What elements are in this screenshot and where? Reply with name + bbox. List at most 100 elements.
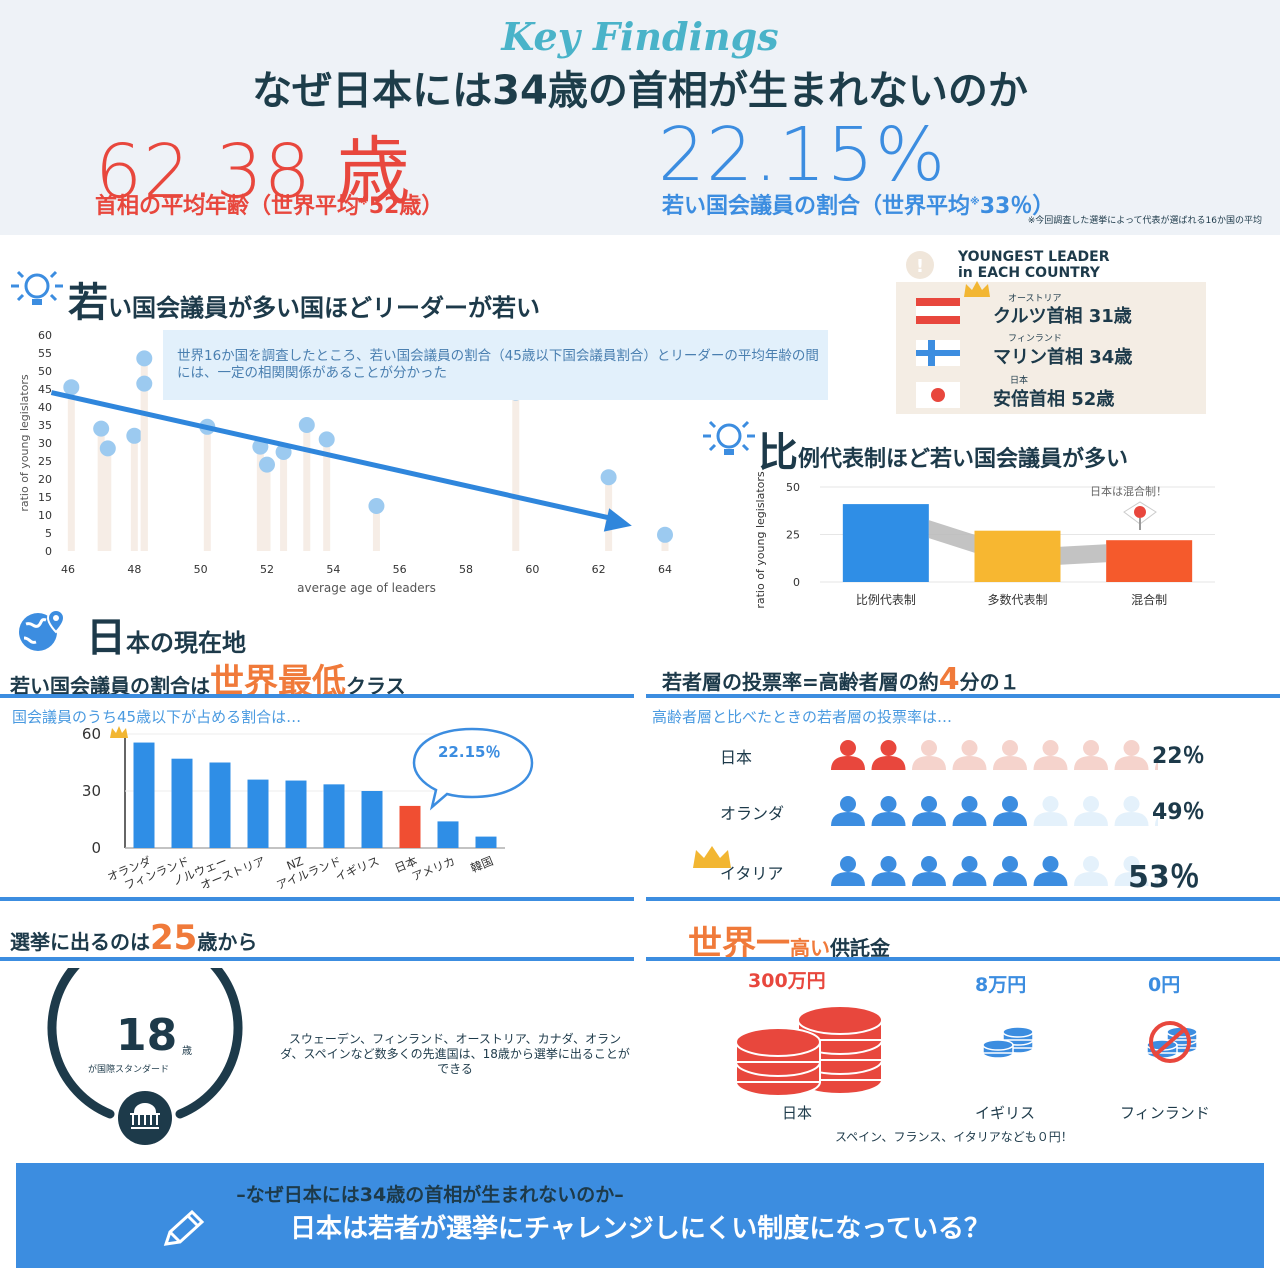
x-tick-label: 50 — [194, 563, 208, 576]
person-icon-body — [1074, 756, 1108, 770]
person-icon-head — [1083, 796, 1099, 812]
caption-text: 若い国会議員の割合（世界平均 — [662, 194, 971, 219]
y-tick-label: 10 — [38, 509, 52, 522]
data-point — [368, 498, 385, 514]
y-axis-label: ratio of young legislators — [754, 471, 767, 609]
austria-flag-icon — [916, 298, 960, 324]
data-point — [600, 469, 617, 486]
person-icon-body — [912, 872, 946, 886]
y-tick-label: 55 — [38, 347, 52, 360]
y-tick-label: 60 — [82, 725, 101, 743]
x-tick-label: 56 — [393, 563, 407, 576]
person-icon-row — [831, 740, 1158, 770]
person-icon-body — [952, 872, 987, 886]
person-icon-body — [993, 812, 1027, 826]
kicker-title: Key Findings — [501, 14, 779, 59]
bar — [399, 805, 421, 848]
finland-flag-icon — [916, 340, 960, 366]
stat-young-ratio-caption: 若い国会議員の割合（世界平均※33％） — [662, 188, 1054, 220]
person-icon-head — [1123, 740, 1140, 756]
y-axis-label: ratio of young legislators — [18, 374, 31, 512]
japan-mixed-annotation: 日本は混合制！ — [1090, 485, 1167, 498]
deposit-amount-finland: 0円 — [1148, 974, 1181, 996]
y-tick-label: 0 — [793, 576, 800, 589]
bar — [475, 836, 497, 848]
person-icon-body — [1114, 812, 1149, 826]
data-point — [63, 379, 80, 396]
x-tick-label: イギリス — [333, 854, 381, 884]
page-title: なぜ日本には34歳の首相が生まれないのか — [252, 68, 1028, 114]
y-tick-label: 15 — [38, 491, 52, 504]
leader-country: 日本 — [1010, 376, 1029, 386]
title-initial: 若 — [68, 280, 108, 326]
crown-icon — [964, 281, 990, 297]
person-icon-body — [871, 872, 906, 886]
svg-text:!: ! — [916, 256, 924, 277]
y-tick-label: 45 — [38, 383, 52, 396]
deposit-country-finland: フィンランド — [1120, 1104, 1210, 1122]
leader-name: 安倍首相 52歳 — [993, 389, 1115, 410]
bar — [171, 758, 193, 848]
x-tick-label: 52 — [260, 563, 274, 576]
person-icon-body — [952, 756, 987, 770]
y-tick-label: 35 — [38, 419, 52, 432]
coin-stack-crossed-icon — [1146, 1021, 1198, 1063]
person-icon-head — [921, 856, 937, 872]
title-rest: 本の現在地 — [126, 629, 246, 657]
person-icon-head — [1002, 856, 1018, 872]
x-tick-label: アメリカ — [410, 854, 457, 884]
deposit-country-japan: 日本 — [782, 1104, 813, 1122]
person-icon-body — [993, 872, 1027, 886]
person-icon-head — [961, 796, 978, 812]
banner-subtitle: –なぜ日本には34歳の首相が生まれないのか– — [236, 1184, 624, 1206]
person-icon-head — [1042, 740, 1059, 756]
turnout-percent: 53％ — [1128, 860, 1200, 895]
conclusion-banner — [16, 1163, 1264, 1268]
bubble-value: 22.15％ — [438, 743, 501, 761]
person-icon-body — [1033, 756, 1068, 770]
trend-band — [1060, 544, 1107, 565]
circle-caption: が国際スタンダード — [88, 1065, 170, 1075]
banner-conclusion: 日本は若者が選挙にチャレンジしにくい制度になっている？ — [290, 1214, 990, 1244]
coin-stack-small-icon — [982, 1026, 1034, 1059]
lightbulb-icon: ! — [906, 251, 934, 279]
y-tick-label: 60 — [38, 329, 52, 342]
person-icon-head — [921, 796, 937, 812]
panel-subtitle: 国会議員のうち45歳以下が占める割合は… — [12, 708, 302, 726]
person-icon-head — [1002, 740, 1018, 756]
bar — [247, 779, 269, 848]
caption-tail: 33％） — [979, 194, 1055, 219]
asterisk: ※ — [970, 196, 980, 208]
turnout-percent: 49％ — [1152, 800, 1205, 825]
title-highlight: 4 — [938, 662, 960, 697]
bar — [285, 780, 307, 848]
leader-title-line2: in EACH COUNTRY — [958, 265, 1100, 281]
bar — [1106, 540, 1193, 582]
data-point — [136, 375, 153, 392]
bar — [437, 821, 459, 848]
deposit-country-uk: イギリス — [975, 1104, 1036, 1122]
data-point — [99, 440, 116, 457]
bar — [323, 784, 345, 848]
x-tick-label: 多数代表制 — [987, 592, 1047, 607]
trend-line — [50, 390, 619, 523]
crown-icon — [693, 846, 731, 868]
divider — [646, 897, 1280, 901]
trend-arrowhead — [603, 508, 632, 532]
stat-average-age: 62.38 歳 — [95, 129, 412, 215]
person-icon-body — [1114, 872, 1149, 886]
bar — [842, 504, 929, 582]
person-icon-head — [1083, 740, 1099, 756]
person-icon-head — [961, 856, 978, 872]
person-icon-head — [1123, 856, 1140, 872]
data-point — [126, 427, 143, 444]
crown-icon — [110, 726, 128, 738]
data-point — [298, 417, 315, 433]
person-icon-head — [1042, 856, 1059, 872]
person-icon-body — [1155, 816, 1158, 826]
person-icon-body — [831, 756, 865, 770]
turnout-country: オランダ — [720, 804, 785, 823]
title-initial: 日 — [86, 615, 126, 661]
data-point — [136, 350, 153, 367]
x-tick-label: 混合制 — [1131, 592, 1167, 607]
